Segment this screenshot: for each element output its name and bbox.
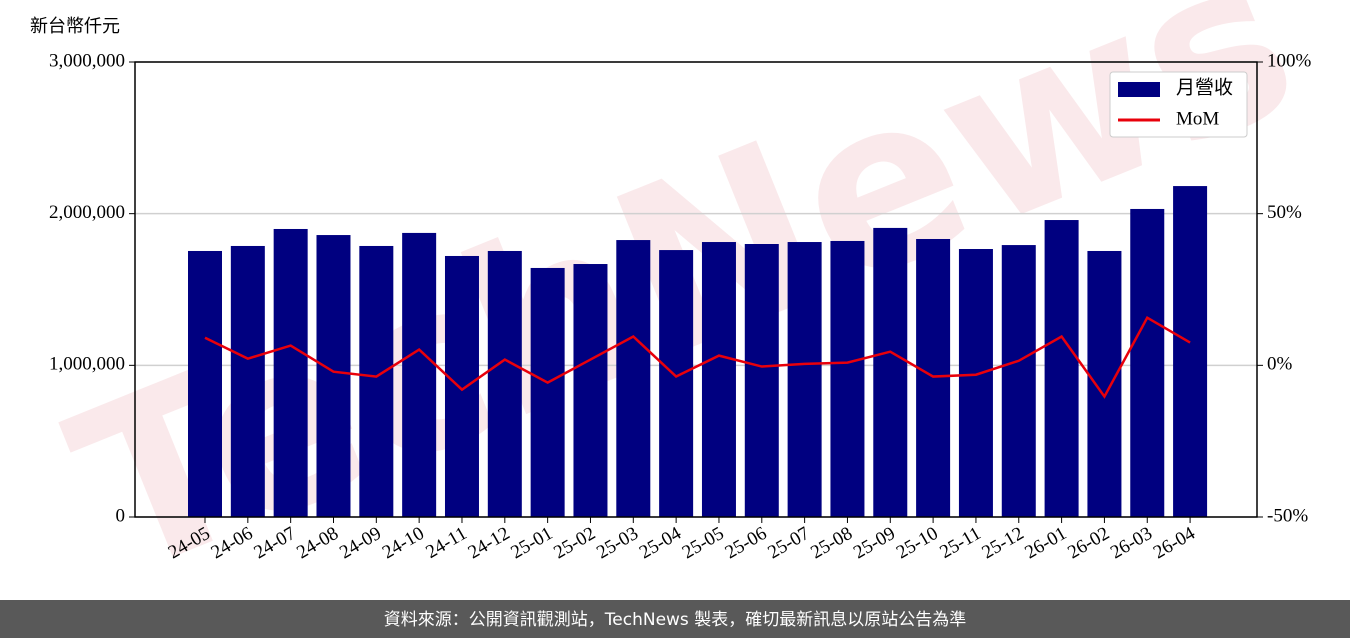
legend-label: MoM — [1176, 108, 1219, 129]
bar — [487, 250, 522, 517]
y-axis-label: 新台幣仟元 — [30, 16, 120, 37]
x-tick-label: 26-04 — [1150, 523, 1199, 564]
x-tick-label: 25-03 — [593, 523, 642, 563]
x-tick-label: 25-10 — [893, 523, 942, 563]
bar — [873, 227, 908, 517]
bar — [659, 250, 694, 518]
y2-tick-label: 100% — [1267, 50, 1312, 71]
y-tick-label: 1,000,000 — [49, 354, 125, 375]
bar — [1044, 220, 1079, 517]
bar — [359, 245, 394, 517]
legend-swatch — [1118, 82, 1160, 97]
y2-tick-label: 50% — [1267, 202, 1302, 223]
bar — [573, 264, 608, 517]
x-tick-label: 24-11 — [422, 523, 470, 563]
bar — [744, 244, 779, 517]
x-tick-label: 25-08 — [807, 523, 856, 563]
plot-frame — [134, 61, 1258, 518]
bar — [787, 242, 822, 518]
bar — [402, 232, 437, 517]
x-tick-label: 25-01 — [507, 523, 556, 563]
bar — [1001, 245, 1036, 518]
bar — [1130, 208, 1165, 517]
x-tick-label: 25-09 — [850, 523, 899, 563]
bar — [316, 235, 351, 517]
x-tick-label: 25-04 — [636, 523, 685, 564]
x-tick-label: 25-11 — [936, 523, 984, 563]
bar — [530, 267, 565, 517]
bar — [1087, 250, 1122, 517]
bar — [230, 245, 265, 517]
x-tick-label: 24-12 — [465, 523, 514, 563]
footer: 資料來源：公開資訊觀測站，TechNews 製表，確切最新訊息以原站公告為準 — [384, 610, 966, 630]
y2-tick-label: -50% — [1267, 505, 1308, 526]
y2-tick-label: 0% — [1267, 354, 1293, 375]
y-tick-label: 2,000,000 — [49, 202, 125, 223]
footer-bar — [0, 600, 1350, 638]
x-tick-label: 26-02 — [1064, 523, 1113, 563]
bar — [188, 250, 222, 517]
bar — [1173, 186, 1208, 517]
line — [204, 315, 1191, 399]
x-tick-label: 25-05 — [679, 523, 728, 563]
bar — [273, 228, 308, 518]
y-tick-label: 3,000,000 — [49, 50, 125, 71]
x-tick-label: 25-06 — [722, 523, 771, 563]
x-tick-label: 25-12 — [979, 523, 1028, 563]
bar — [916, 238, 951, 517]
bar — [701, 242, 736, 518]
y-tick-label: 0 — [116, 505, 126, 526]
legend-label: 月營收 — [1176, 76, 1233, 98]
bar — [444, 255, 479, 517]
x-tick-label: 26-01 — [1021, 523, 1070, 563]
x-tick-label: 26-03 — [1107, 523, 1156, 563]
bar — [830, 240, 865, 517]
x-tick-label: 25-07 — [764, 523, 813, 563]
x-tick-label: 25-02 — [550, 523, 599, 563]
bar — [616, 240, 651, 517]
bar — [958, 249, 993, 517]
